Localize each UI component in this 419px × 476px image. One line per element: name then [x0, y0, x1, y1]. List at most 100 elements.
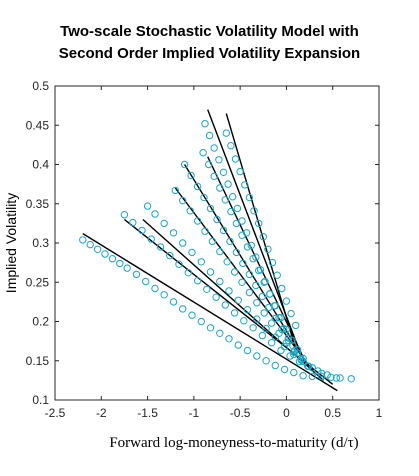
- data-point: [86, 240, 94, 249]
- data-point: [179, 196, 187, 205]
- data-point: [259, 233, 267, 241]
- data-point: [245, 270, 254, 279]
- data-point: [212, 293, 220, 301]
- data-point: [262, 357, 270, 365]
- data-point: [129, 218, 137, 227]
- data-point: [206, 268, 215, 276]
- data-point: [175, 260, 183, 268]
- data-point: [286, 352, 294, 360]
- data-point: [206, 204, 215, 213]
- data-point: [171, 186, 180, 195]
- data-point: [201, 120, 209, 128]
- data-point: [250, 207, 258, 215]
- data-point: [238, 217, 246, 225]
- data-point: [253, 315, 261, 323]
- y-tick-label: 0.25: [26, 275, 50, 289]
- data-point: [238, 231, 246, 239]
- data-point: [138, 226, 146, 235]
- data-point: [179, 305, 187, 313]
- data-point: [227, 207, 235, 216]
- axis-ticks-layer: -2.5 -2 -1.5 -1 -0.5 0 0.5 1 0.1 0.15 0.2 0.25 0.3 0.…: [26, 79, 383, 420]
- data-point: [293, 346, 302, 354]
- data-point: [253, 352, 261, 360]
- data-point: [216, 277, 224, 286]
- data-point: [216, 184, 224, 192]
- data-point: [193, 182, 202, 191]
- data-point: [234, 341, 243, 349]
- data-point: [193, 277, 202, 285]
- data-point: [292, 321, 300, 330]
- data-point: [290, 350, 298, 359]
- data-point: [230, 309, 239, 317]
- y-tick-label: 0.4: [32, 158, 49, 172]
- data-point: [216, 329, 224, 337]
- data-point: [199, 149, 207, 157]
- y-tick-label: 0.5: [32, 79, 49, 93]
- data-point: [151, 284, 159, 293]
- data-point: [197, 317, 206, 326]
- data-point: [132, 270, 141, 279]
- data-point: [308, 372, 316, 381]
- data-point: [201, 227, 209, 235]
- data-point: [280, 365, 289, 374]
- data-point: [166, 251, 174, 260]
- data-point: [266, 290, 274, 298]
- data-point: [243, 346, 252, 355]
- x-axis-label: Forward log-moneyness-to-maturity (d/τ): [109, 435, 358, 451]
- data-point: [197, 258, 206, 266]
- data-point: [271, 314, 279, 323]
- data-point: [293, 349, 302, 357]
- data-point: [225, 335, 233, 343]
- data-point: [223, 258, 231, 266]
- data-point: [290, 368, 298, 377]
- x-tick-label: -1.5: [137, 406, 158, 420]
- data-point: [258, 331, 267, 340]
- data-point: [151, 210, 159, 218]
- data-point: [156, 243, 165, 251]
- data-point: [234, 296, 243, 304]
- data-point: [229, 193, 237, 201]
- data-point: [284, 336, 292, 344]
- data-point: [271, 361, 279, 370]
- data-point: [240, 317, 248, 325]
- data-point: [180, 160, 189, 169]
- data-point: [227, 142, 235, 150]
- data-point: [255, 219, 263, 228]
- x-tick-label: -2.5: [45, 406, 66, 420]
- data-point: [224, 180, 232, 188]
- data-point: [314, 367, 322, 375]
- data-point: [247, 241, 256, 250]
- data-point: [206, 324, 215, 332]
- data-point: [252, 281, 260, 290]
- data-point: [236, 167, 244, 176]
- data-point: [232, 248, 241, 257]
- data-point: [142, 277, 150, 286]
- data-point: [256, 266, 265, 274]
- data-point: [233, 204, 242, 213]
- data-point: [213, 215, 221, 224]
- data-point: [116, 259, 124, 268]
- data-point: [262, 324, 270, 333]
- data-point: [179, 239, 187, 247]
- data-point: [188, 311, 196, 319]
- data-point: [282, 297, 291, 305]
- data-point: [268, 258, 277, 267]
- data-point: [243, 306, 252, 314]
- data-point: [238, 278, 246, 286]
- data-point: [225, 287, 233, 295]
- data-point: [260, 309, 268, 317]
- data-point: [245, 288, 254, 297]
- data-point: [299, 357, 307, 366]
- data-point: [226, 237, 234, 246]
- y-tick-label: 0.2: [32, 315, 49, 329]
- data-point: [317, 369, 326, 377]
- data-point: [245, 193, 254, 202]
- data-point: [273, 271, 281, 279]
- data-point: [336, 374, 344, 382]
- x-tick-label: 1: [376, 406, 383, 420]
- data-point: [287, 309, 295, 318]
- data-point: [186, 207, 194, 215]
- data-point: [289, 342, 297, 350]
- data-point: [219, 226, 228, 235]
